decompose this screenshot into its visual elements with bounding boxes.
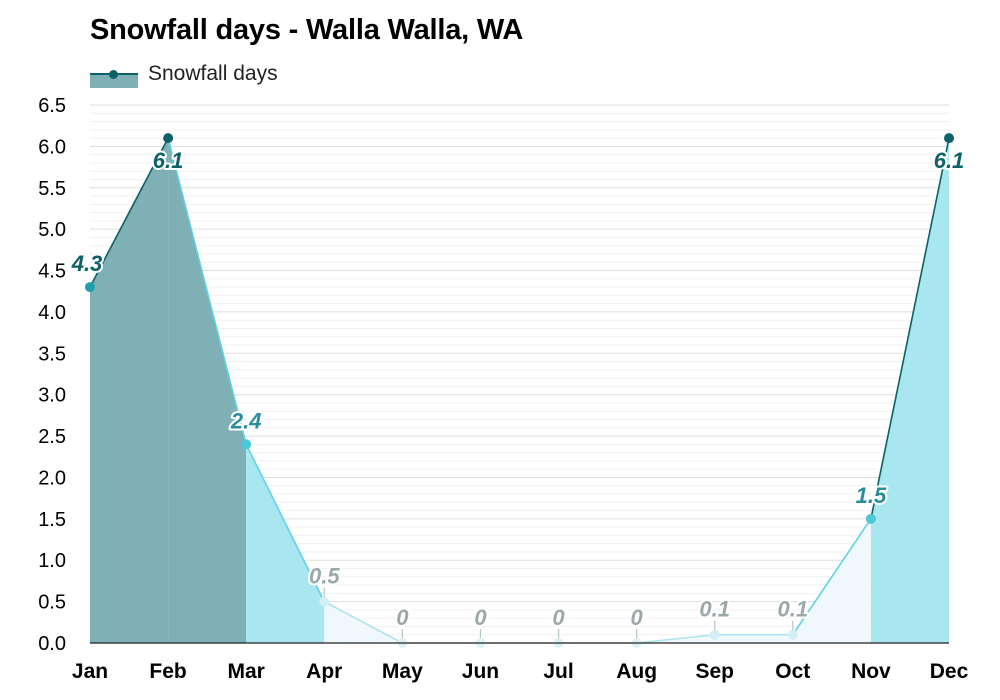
series-line-segment xyxy=(323,600,403,644)
y-tick-label: 1.5 xyxy=(38,509,66,531)
area-segment xyxy=(90,138,169,643)
x-tick-label: Nov xyxy=(851,660,891,683)
data-point xyxy=(865,513,876,524)
y-tick-label: 4.0 xyxy=(38,302,66,324)
area-fills xyxy=(90,138,949,643)
y-tick-label: 4.5 xyxy=(38,261,66,283)
y-tick-label: 0.0 xyxy=(38,633,66,655)
x-tick-label: Feb xyxy=(149,660,186,683)
y-tick-label: 6.0 xyxy=(38,136,66,158)
series-line-segment xyxy=(792,518,872,636)
y-tick-label: 3.5 xyxy=(38,343,66,365)
x-tick-label: Dec xyxy=(930,660,969,683)
series-line-segment xyxy=(870,137,950,520)
data-label: 0.1 xyxy=(778,597,809,622)
data-point xyxy=(241,439,252,450)
y-tick-label: 6.5 xyxy=(38,95,66,117)
x-tick-label: Sep xyxy=(695,660,734,683)
y-tick-label: 0.5 xyxy=(38,592,66,614)
x-tick-label: Aug xyxy=(616,660,657,683)
legend-label: Snowfall days xyxy=(148,62,278,85)
series-line-segment xyxy=(167,137,247,445)
x-tick-label: Jul xyxy=(543,660,573,683)
data-points xyxy=(85,133,954,648)
legend[interactable]: Snowfall days xyxy=(90,60,278,88)
data-point xyxy=(787,629,798,640)
area-segment xyxy=(870,138,949,643)
data-label: 1.5 xyxy=(856,483,887,508)
data-label: 4.3 xyxy=(71,251,103,276)
area-segment xyxy=(246,444,325,643)
y-axis: 0.0 0.5 1.0 1.5 2.0 2.5 3.0 3.5 4.0 4.5 5.0 5.5 6.0 6… xyxy=(38,95,66,655)
y-tick-label: 5.5 xyxy=(38,178,66,200)
y-tick-label: 2.0 xyxy=(38,467,66,489)
data-point xyxy=(944,133,954,144)
y-tick-label: 5.0 xyxy=(38,219,66,241)
area-segment xyxy=(714,634,793,643)
data-label: 0 xyxy=(631,605,644,630)
y-tick-label: 3.0 xyxy=(38,385,66,407)
x-tick-label: Jun xyxy=(462,660,499,683)
data-point xyxy=(709,629,720,640)
data-label: 6.1 xyxy=(153,148,184,173)
x-tick-label: Oct xyxy=(775,660,810,683)
y-tick-label: 1.0 xyxy=(38,550,66,572)
legend-swatch xyxy=(90,60,138,88)
area-segment xyxy=(168,138,247,643)
data-label: 6.1 xyxy=(934,148,965,173)
data-label: 0 xyxy=(396,605,409,630)
data-label: 0.5 xyxy=(309,564,340,589)
x-tick-label: May xyxy=(382,660,423,683)
x-axis: Jan Feb Mar Apr May Jun Jul Aug Sep Oct Nov Dec xyxy=(72,642,969,683)
data-label: 0 xyxy=(552,605,565,630)
data-labels: 4.3 6.1 2.4 0.5 0 0 0 0 0.1 0.1 1.5 6.1 xyxy=(69,146,967,632)
data-label: 0 xyxy=(474,605,487,630)
y-tick-label: 2.5 xyxy=(38,426,66,448)
x-tick-label: Jan xyxy=(72,660,108,683)
data-point xyxy=(319,596,330,607)
data-point xyxy=(163,133,174,144)
area-segment xyxy=(792,518,871,643)
data-point xyxy=(85,282,95,293)
x-tick-label: Apr xyxy=(306,660,342,683)
x-tick-label: Mar xyxy=(228,660,265,683)
series-line-segment xyxy=(245,443,325,602)
data-label: 2.4 xyxy=(230,408,262,433)
data-label: 0.1 xyxy=(699,597,730,622)
series-line-segment xyxy=(636,633,715,644)
chart-title: Snowfall days - Walla Walla, WA xyxy=(90,14,524,46)
series-line-segment xyxy=(89,137,169,288)
